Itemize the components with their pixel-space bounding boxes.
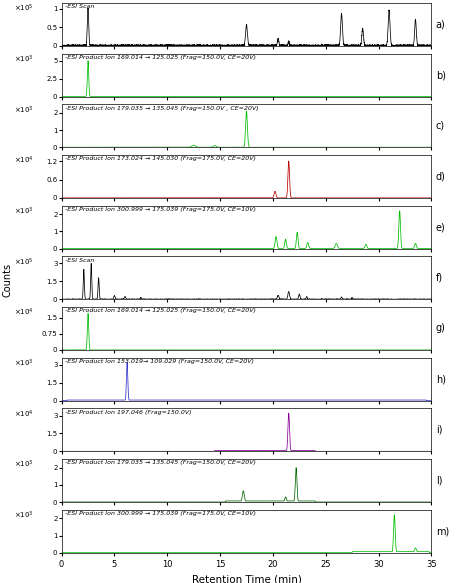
Text: m): m) [436, 526, 449, 536]
Text: $\times10^{5}$: $\times10^{5}$ [14, 257, 34, 268]
Text: -ESI Product Ion 179.035 → 135.045 (Frag=150.0V , CE=20V): -ESI Product Ion 179.035 → 135.045 (Frag… [65, 106, 259, 111]
Text: c): c) [436, 121, 445, 131]
Text: d): d) [436, 171, 446, 181]
Text: $\times10^{3}$: $\times10^{3}$ [14, 358, 34, 369]
Text: $\times10^{4}$: $\times10^{4}$ [14, 155, 34, 166]
Text: -ESI Product Ion 153.019→ 109.029 (Frag=150.0V, CE=20V): -ESI Product Ion 153.019→ 109.029 (Frag=… [65, 359, 255, 364]
Text: -ESI Scan: -ESI Scan [65, 258, 95, 262]
Text: e): e) [436, 222, 446, 232]
Text: -ESI Scan: -ESI Scan [65, 4, 95, 9]
Text: $\times10^{3}$: $\times10^{3}$ [14, 206, 34, 217]
Text: $\times10^{3}$: $\times10^{3}$ [14, 459, 34, 470]
Text: $\times10^{5}$: $\times10^{5}$ [14, 3, 34, 14]
Text: -ESI Product Ion 169.014 → 125.025 (Frag=150.0V, CE=20V): -ESI Product Ion 169.014 → 125.025 (Frag… [65, 308, 256, 313]
X-axis label: Retention Time (min): Retention Time (min) [191, 575, 301, 583]
Text: f): f) [436, 273, 443, 283]
Text: a): a) [436, 19, 446, 29]
Text: $\times10^{4}$: $\times10^{4}$ [14, 307, 34, 318]
Text: Counts: Counts [2, 263, 12, 297]
Text: -ESI Product Ion 300.999 → 175.039 (Frag=175.0V, CE=10V): -ESI Product Ion 300.999 → 175.039 (Frag… [65, 511, 256, 516]
Text: -ESI Product Ion 169.014 → 125.025 (Frag=150.0V, CE=20V): -ESI Product Ion 169.014 → 125.025 (Frag… [65, 55, 256, 60]
Text: $\times10^{4}$: $\times10^{4}$ [14, 408, 34, 420]
Text: g): g) [436, 324, 446, 333]
Text: -ESI Product Ion 300.999 → 175.039 (Frag=175.0V, CE=10V): -ESI Product Ion 300.999 → 175.039 (Frag… [65, 207, 256, 212]
Text: $\times10^{3}$: $\times10^{3}$ [14, 54, 34, 65]
Text: $\times10^{3}$: $\times10^{3}$ [14, 104, 34, 115]
Text: h): h) [436, 374, 446, 384]
Text: -ESI Product Ion 173.024 → 145.030 (Frag=175.0V, CE=20V): -ESI Product Ion 173.024 → 145.030 (Frag… [65, 156, 256, 161]
Text: $\times10^{3}$: $\times10^{3}$ [14, 510, 34, 521]
Text: -ESI Product Ion 179.035 → 135.045 (Frag=150.0V, CE=20V): -ESI Product Ion 179.035 → 135.045 (Frag… [65, 461, 256, 465]
Text: l): l) [436, 476, 442, 486]
Text: -ESI Product Ion 197.046 (Frag=150.0V): -ESI Product Ion 197.046 (Frag=150.0V) [65, 410, 192, 415]
Text: i): i) [436, 425, 442, 435]
Text: b): b) [436, 70, 446, 80]
